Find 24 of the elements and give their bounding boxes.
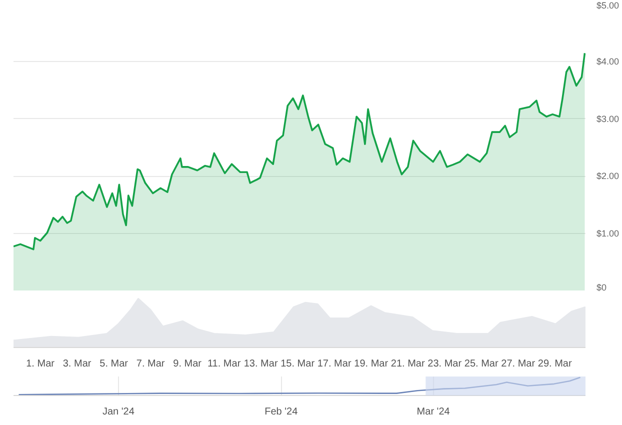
x-tick-label: Feb '24 [264,406,298,418]
x-tick-label: 17. Mar [317,358,352,370]
x-tick-label: 13. Mar [244,358,278,370]
y-tick-label: $2.00 [596,171,620,182]
x-tick-label: 11. Mar [207,358,242,370]
y-tick-label: $1.00 [596,228,620,238]
y-tick-label: $4.00 [596,56,620,67]
y-tick-label: $5.00 [596,0,620,10]
x-tick-label: 9. Mar [173,358,202,370]
y-tick-label: $0 [596,282,607,292]
x-tick-label: Mar '24 [416,406,450,418]
x-tick-label: 5. Mar [100,358,129,370]
x-tick-label: 1. Mar [26,358,56,370]
y-tick-label: $3.00 [596,114,620,124]
x-tick-label: 23. Mar [428,358,462,370]
x-tick-label: 7. Mar [136,358,166,370]
x-tick-label: 3. Mar [62,358,92,370]
x-tick-label: 27. Mar [501,358,536,370]
x-tick-label: 29. Mar [538,358,572,370]
x-tick-label: 15. Mar [280,358,316,370]
x-tick-label: 21. Mar [390,358,426,370]
x-tick-label: 19. Mar [354,358,389,370]
x-tick-label: 25. Mar [464,358,499,370]
x-tick-label: Jan '24 [102,406,135,418]
